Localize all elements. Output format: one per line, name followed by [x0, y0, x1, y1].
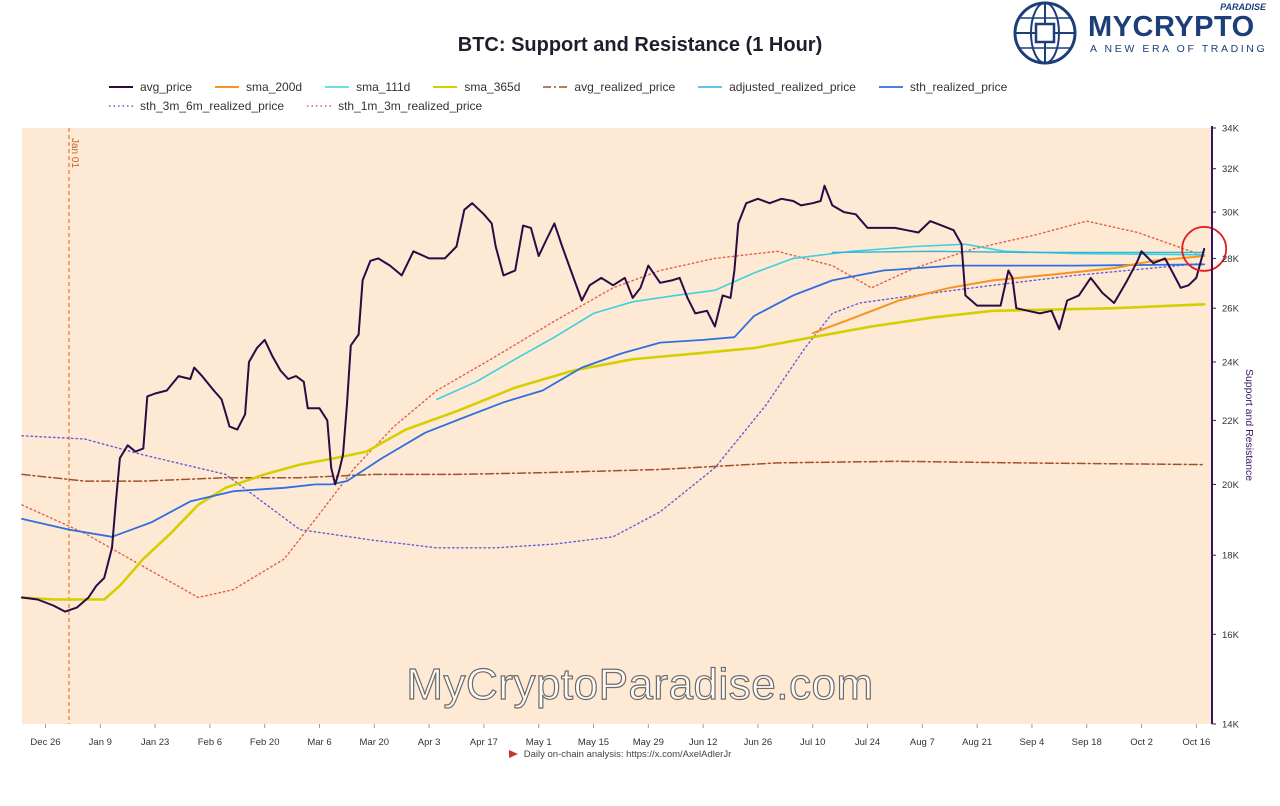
y-tick-label: 16K: [1222, 630, 1240, 641]
x-tick-label: May 15: [578, 737, 609, 748]
x-tick-label: Aug 7: [910, 737, 935, 748]
legend-item-sth-3m-6m-realized-price: sth_3m_6m_realized_price: [108, 97, 284, 114]
x-tick-label: Apr 3: [418, 737, 441, 748]
legend-swatch: [878, 85, 903, 88]
legend-label: avg_realized_price: [574, 79, 676, 94]
credit-line: Daily on-chain analysis: https://x.com/A…: [0, 749, 1240, 760]
y-tick-label: 34K: [1222, 124, 1240, 135]
x-tick-label: May 29: [633, 737, 664, 748]
y-tick-label: 18K: [1222, 551, 1240, 562]
x-tick-label: Mar 6: [307, 737, 331, 748]
brand-logo: PARADISE MYCRYPTO A NEW ERA OF TRADING: [1008, 0, 1270, 68]
legend-label: sth_1m_3m_realized_price: [338, 98, 483, 113]
legend-swatch: [109, 85, 133, 88]
legend-label: avg_price: [140, 79, 193, 94]
highlight-circle: [1181, 225, 1228, 272]
x-tick-label: Feb 20: [250, 737, 280, 748]
plot-background: [22, 128, 1212, 724]
x-tick-label: Mar 20: [360, 737, 390, 748]
legend-swatch: [543, 85, 568, 88]
legend-label: sma_200d: [246, 79, 303, 94]
watermark: MyCryptoParadise.com: [406, 659, 874, 709]
y-tick-label: 30K: [1222, 208, 1240, 219]
x-tick-label: Apr 17: [470, 737, 498, 748]
series-line-avg-price: [21, 184, 1206, 613]
right-axis-label: Support and Resistance: [1243, 369, 1255, 481]
y-tick-label: 20K: [1222, 480, 1240, 491]
series-line-sth-1m-3m-realized-price: [21, 220, 1205, 599]
logo-brand: MYCRYPTO: [1088, 11, 1255, 43]
legend-item-sth-realized-price: sth_realized_price: [878, 78, 1007, 95]
chart-legend: avg_price sma_200d sma_111d sma_365d avg_rea…: [108, 78, 1188, 114]
y-tick-label: 14K: [1222, 720, 1240, 731]
legend-swatch: [215, 85, 240, 88]
x-tick-label: Jan 23: [141, 737, 170, 748]
series-line-sma-111d: [436, 243, 1205, 401]
x-tick-label: Oct 16: [1182, 737, 1210, 748]
legend-item-adjusted-realized-price: adjusted_realized_price: [697, 78, 856, 95]
series-line-sth-3m-6m-realized-price: [21, 262, 1205, 549]
legend-label: sth_3m_6m_realized_price: [140, 98, 285, 113]
jan-01-label: Jan 01: [69, 138, 80, 168]
x-tick-label: Sep 18: [1072, 737, 1102, 748]
flag-icon: [508, 750, 518, 759]
legend-item-sma-111d: sma_111d: [324, 78, 410, 95]
series-line-sma-365d: [20, 303, 1206, 601]
y-tick-label: 32K: [1222, 164, 1240, 175]
legend-item-sma-365d: sma_365d: [432, 78, 520, 95]
series-line-avg-realized-price: [21, 460, 1205, 482]
legend-label: sma_111d: [356, 79, 411, 94]
x-tick-label: May 1: [526, 737, 552, 748]
y-tick-label: 28K: [1222, 254, 1240, 265]
y-tick-label: 22K: [1222, 416, 1240, 427]
series-line-sma-200d: [811, 255, 1206, 335]
legend-label: sth_realized_price: [909, 79, 1008, 94]
series-line-sth-realized-price: [21, 263, 1206, 538]
x-tick-label: Oct 2: [1130, 737, 1153, 748]
chart-title: BTC: Support and Resistance (1 Hour): [457, 34, 823, 56]
legend-label: sma_365d: [464, 79, 521, 94]
y-tick-label: 24K: [1222, 357, 1240, 368]
legend-item-avg-price: avg_price: [108, 78, 192, 95]
legend-swatch: [325, 85, 350, 88]
x-tick-label: Aug 21: [962, 737, 992, 748]
series-line-adjusted-realized-price: [831, 250, 1205, 254]
legend-swatch: [433, 85, 458, 88]
globe-chip-icon: [1013, 1, 1077, 65]
logo-tagline: A NEW ERA OF TRADING: [1090, 43, 1268, 55]
x-tick-label: Jul 10: [800, 737, 825, 748]
x-tick-label: Jun 12: [689, 737, 718, 748]
x-tick-label: Dec 26: [30, 737, 60, 748]
legend-item-avg-realized-price: avg_realized_price: [542, 78, 675, 95]
legend-item-sma-200d: sma_200d: [214, 78, 302, 95]
logo-paradise: PARADISE: [1220, 2, 1266, 12]
x-tick-label: Jun 26: [744, 737, 773, 748]
y-tick-label: 26K: [1222, 304, 1240, 315]
legend-item-sth-1m-3m-realized-price: sth_1m_3m_realized_price: [306, 97, 482, 114]
credit-text: Daily on-chain analysis: https://x.com/A…: [523, 749, 732, 760]
legend-label: adjusted_realized_price: [729, 79, 856, 94]
x-tick-label: Feb 6: [198, 737, 222, 748]
x-tick-label: Jan 9: [89, 737, 112, 748]
legend-swatch: [698, 85, 723, 88]
x-tick-label: Sep 4: [1020, 737, 1045, 748]
x-tick-label: Jul 24: [855, 737, 880, 748]
